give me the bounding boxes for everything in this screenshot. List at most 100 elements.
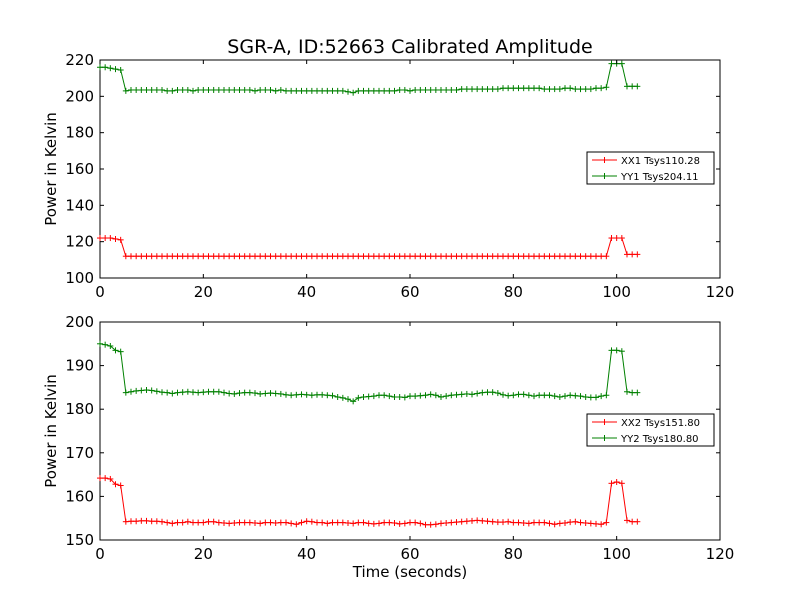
bottom-data-point	[551, 521, 558, 528]
bottom-data-point	[221, 389, 227, 396]
bottom-data-point	[422, 521, 429, 528]
top-data-point	[293, 87, 300, 94]
top-data-point	[376, 253, 382, 260]
bottom-data-point	[479, 517, 486, 524]
bottom-data-point	[257, 520, 264, 527]
top-data-point	[267, 253, 274, 260]
bottom-data-point	[210, 518, 217, 525]
bottom-data-point	[556, 393, 563, 400]
bottom-data-point	[169, 520, 176, 527]
top-data-point	[148, 86, 155, 93]
top-data-point	[613, 235, 620, 242]
bottom-data-point	[587, 520, 594, 527]
bottom-data-point	[236, 519, 243, 526]
bottom-data-point	[339, 394, 346, 401]
bottom-data-point	[510, 519, 517, 526]
top-data-point	[174, 253, 181, 260]
top-data-point	[283, 253, 289, 260]
bottom-data-point	[277, 519, 284, 526]
bottom-data-point	[97, 340, 103, 347]
bottom-data-point	[143, 387, 150, 394]
top-data-point	[479, 86, 486, 93]
top-data-point	[634, 83, 641, 90]
top-data-point	[629, 251, 636, 258]
top-data-point	[215, 86, 222, 93]
top-data-point	[200, 86, 207, 93]
top-data-point	[536, 253, 543, 260]
bottom-data-point	[401, 394, 408, 401]
bottom-data-point	[205, 518, 212, 525]
top-data-point	[184, 86, 191, 93]
top-data-point	[453, 253, 460, 260]
bottom-data-point	[107, 342, 114, 349]
bottom-data-point	[531, 393, 537, 400]
top-data-point	[520, 253, 527, 260]
top-data-point	[443, 253, 450, 260]
top-data-point	[164, 253, 171, 260]
bottom-xlabel: Time (seconds)	[352, 563, 468, 581]
top-data-point	[381, 87, 388, 94]
top-data-point	[391, 253, 398, 260]
bottom-x-tick-label: 80	[504, 545, 523, 563]
top-legend: XX1 Tsys110.28 YY1 Tsys204.11	[586, 151, 715, 185]
top-data-point	[210, 86, 217, 93]
bottom-data-point	[407, 519, 413, 526]
top-data-point	[489, 86, 496, 93]
top-data-point	[417, 253, 424, 260]
top-data-point	[572, 86, 579, 93]
bottom-data-point	[164, 389, 171, 396]
top-data-point	[355, 87, 362, 94]
bottom-legend-label-1: XX2 Tsys151.80	[621, 418, 700, 429]
top-x-tick-label: 20	[194, 283, 213, 301]
top-y-tick-label: 120	[65, 233, 94, 251]
bottom-data-point	[226, 390, 233, 397]
bottom-data-point	[401, 520, 408, 527]
bottom-data-point	[412, 519, 419, 526]
bottom-data-point	[417, 392, 424, 399]
top-data-point	[386, 87, 393, 94]
top-data-point	[345, 88, 351, 95]
top-data-point	[634, 251, 641, 258]
top-data-point	[339, 87, 346, 94]
top-data-point	[314, 87, 320, 94]
top-data-point	[257, 253, 264, 260]
top-data-point	[308, 87, 315, 94]
bottom-data-point	[184, 388, 191, 395]
bottom-data-point	[376, 392, 382, 399]
bottom-y-tick-label: 180	[65, 400, 94, 418]
top-data-point	[97, 235, 103, 242]
bottom-data-point	[453, 391, 460, 398]
bottom-data-point	[200, 389, 207, 396]
top-series-layer	[97, 60, 641, 260]
top-x-tick-label: 120	[706, 283, 735, 301]
top-panel: 0 20 40 60 80 100 120 100 120 140 160 180 200 220 Pow…	[42, 51, 734, 301]
bottom-data-point	[407, 393, 413, 400]
bottom-x-tick-label: 120	[706, 545, 735, 563]
top-data-point	[624, 251, 630, 258]
bottom-data-point	[350, 520, 357, 527]
bottom-data-point	[541, 392, 548, 399]
bottom-data-point	[184, 518, 191, 525]
top-data-point	[334, 253, 341, 260]
bottom-data-point	[489, 518, 496, 525]
bottom-data-point	[386, 519, 393, 526]
top-data-point	[484, 86, 491, 93]
bottom-data-point	[582, 519, 589, 526]
top-data-point	[324, 87, 331, 94]
bottom-data-point	[200, 519, 207, 526]
top-data-point	[458, 253, 465, 260]
bottom-data-point	[567, 392, 574, 399]
bottom-data-point	[252, 519, 258, 526]
top-data-point	[500, 85, 506, 92]
top-data-point	[122, 87, 129, 94]
top-data-point	[520, 85, 527, 92]
top-x-tick-label: 60	[400, 283, 419, 301]
bottom-data-point	[494, 390, 501, 397]
bottom-data-point	[267, 390, 274, 397]
bottom-data-point	[241, 389, 248, 396]
top-data-point	[257, 86, 264, 93]
top-data-point	[365, 87, 372, 94]
top-y-tick-label: 220	[65, 51, 94, 69]
top-data-point	[179, 253, 186, 260]
